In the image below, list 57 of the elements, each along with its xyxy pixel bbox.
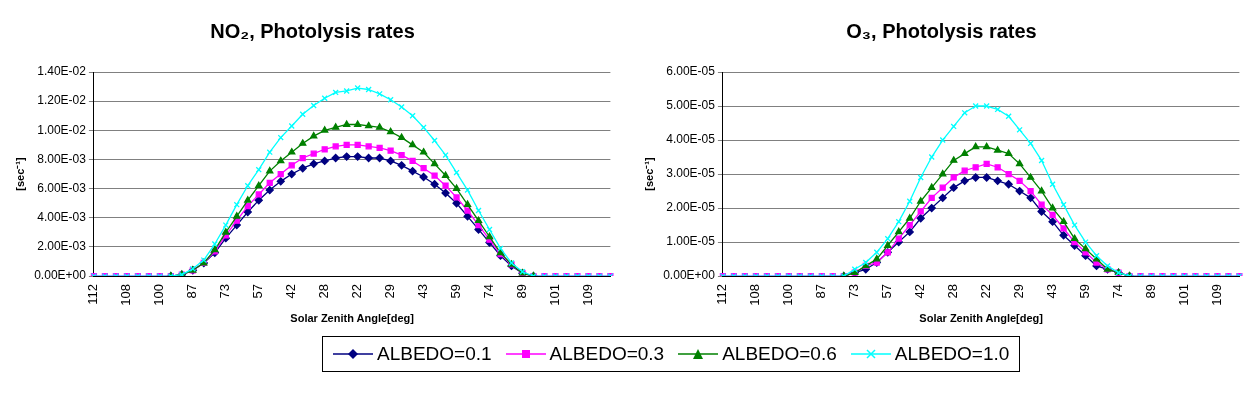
x-tick-label: 42 [283,284,299,299]
x-tick-label: 28 [945,284,961,299]
y-tick-label: 0.00E+00 [663,268,716,283]
y-axis-title: [sec⁻¹] [642,157,655,191]
x-tick-label: 22 [978,284,994,299]
x-tick-label: 22 [349,284,365,299]
x-tick-label: 108 [118,284,134,306]
y-tick-label: 6.00E-03 [37,180,87,195]
x-tick-label: 100 [151,284,167,306]
x-tick-label: 74 [481,284,497,299]
legend-label: ALBEDO=0.6 [722,343,837,365]
x-tick-label: 87 [813,284,829,299]
y-tick-label: 1.40E-02 [37,64,87,79]
chart-title: NO₂, Photolysis rates [210,19,415,42]
x-tick-label: 29 [382,284,398,299]
x-tick-label: 109 [1209,284,1224,306]
x-tick-label: 87 [184,284,200,299]
y-tick-label: 2.00E-05 [666,200,716,215]
x-axis-title: Solar Zenith Angle[deg] [290,312,415,325]
legend-label: ALBEDO=0.3 [549,343,665,365]
x-tick-label: 59 [1077,284,1093,299]
y-tick-label: 1.00E-05 [666,234,716,249]
x-tick-label: 112 [85,284,101,305]
y-tick-label: 1.20E-02 [37,93,87,108]
x-tick-label: 57 [250,284,266,299]
x-tick-label: 100 [780,284,796,306]
x-tick-label: 108 [747,284,763,306]
y-tick-label: 0.00E+00 [34,268,87,283]
y-tick-label: 1.00E-02 [37,122,87,137]
x-tick-label: 57 [879,284,895,299]
x-tick-label: 101 [1176,284,1192,306]
x-tick-label: 43 [415,284,431,299]
x-tick-label: 109 [580,284,595,306]
x-tick-label: 101 [547,284,563,306]
x-tick-label: 73 [217,284,233,299]
y-tick-label: 4.00E-03 [37,210,87,225]
y-tick-label: 5.00E-05 [666,98,716,113]
x-tick-label: 28 [316,284,332,299]
x-tick-label: 42 [912,284,928,299]
y-tick-label: 3.00E-05 [666,166,716,181]
x-tick-label: 112 [714,284,730,305]
y-tick-label: 8.00E-03 [37,151,87,166]
legend-label: ALBEDO=0.1 [377,343,492,365]
y-tick-label: 4.00E-05 [666,132,716,147]
x-tick-label: 74 [1110,284,1126,299]
y-tick-label: 6.00E-05 [666,64,716,79]
x-tick-label: 43 [1044,284,1060,299]
x-tick-label: 73 [846,284,862,299]
y-tick-label: 2.00E-03 [37,239,87,254]
x-tick-label: 59 [448,284,464,299]
x-axis-title: Solar Zenith Angle[deg] [919,312,1044,325]
y-axis-title: [sec⁻¹] [13,157,26,191]
legend-label: ALBEDO=1.0 [894,343,1010,365]
x-tick-label: 29 [1011,284,1027,299]
x-tick-label: 89 [514,284,530,299]
x-tick-label: 89 [1143,284,1159,299]
chart-title: O₃, Photolysis rates [846,19,1037,42]
